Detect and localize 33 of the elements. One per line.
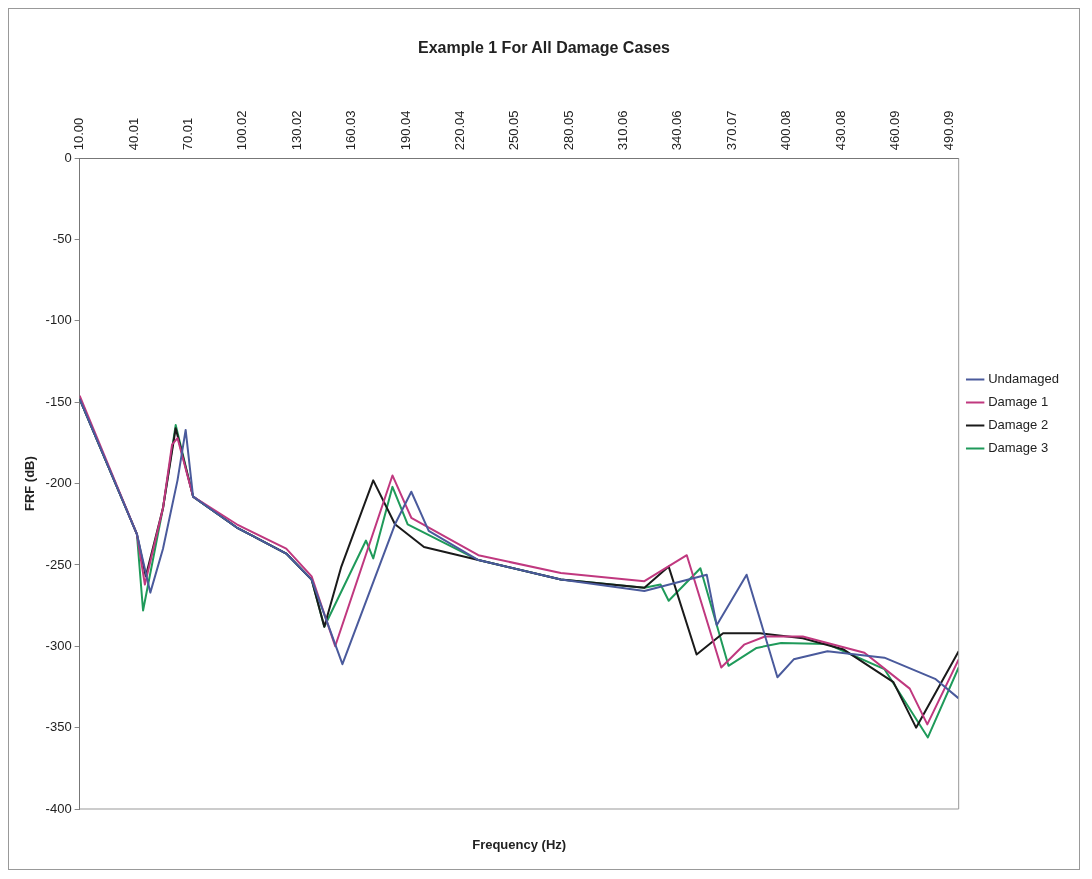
x-tick-label: 340.06 <box>669 110 685 151</box>
y-axis-title: FRF (dB) <box>22 456 38 512</box>
x-tick-label: 250.05 <box>506 110 522 151</box>
x-tick-label: 160.03 <box>343 110 359 151</box>
legend-label: Damage 2 <box>988 417 1049 433</box>
y-tick-label: -200 <box>45 475 72 491</box>
legend-label: Damage 1 <box>988 394 1049 410</box>
x-tick-label: 190.04 <box>397 110 413 151</box>
x-tick-label: 100.02 <box>234 110 250 151</box>
chart-title: Example 1 For All Damage Cases <box>418 39 671 57</box>
x-tick-label: 310.06 <box>615 110 631 151</box>
y-tick-label: -50 <box>52 231 72 247</box>
x-axis-title: Frequency (Hz) <box>472 837 567 853</box>
x-tick-label: 400.08 <box>778 110 794 151</box>
x-tick-label: 130.02 <box>288 110 304 151</box>
y-tick-label: 0 <box>64 149 72 165</box>
x-tick-label: 490.09 <box>941 110 957 151</box>
x-tick-label: 370.07 <box>723 110 739 151</box>
x-tick-label: 40.01 <box>125 117 141 151</box>
y-tick-label: -250 <box>45 556 72 572</box>
legend-label: Undamaged <box>988 371 1059 387</box>
y-tick-label: -300 <box>45 637 72 653</box>
x-tick-label: 70.01 <box>179 117 195 151</box>
x-tick-label: 10.00 <box>71 117 87 151</box>
x-tick-label: 220.04 <box>451 110 467 151</box>
y-tick-label: -100 <box>45 312 72 328</box>
legend-label: Damage 3 <box>988 440 1049 456</box>
x-tick-label: 430.08 <box>832 110 848 151</box>
x-tick-label: 280.05 <box>560 110 576 151</box>
x-tick-label: 460.09 <box>886 110 902 151</box>
y-tick-label: -400 <box>45 800 72 816</box>
y-tick-label: -350 <box>45 719 72 735</box>
y-tick-label: -150 <box>45 393 72 409</box>
